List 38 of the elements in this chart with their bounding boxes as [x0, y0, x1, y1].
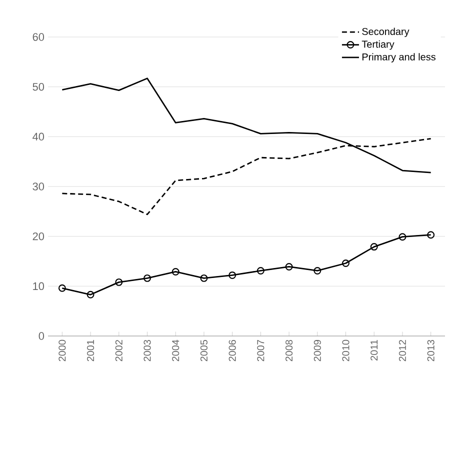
legend-label: Secondary — [362, 28, 410, 38]
y-tick-label: 60 — [32, 33, 44, 41]
x-tick-label: 2004 — [172, 340, 180, 362]
x-tick-label: 2000 — [58, 340, 66, 362]
x-tick-label: 2007 — [257, 340, 264, 362]
y-tick-label: 10 — [33, 282, 44, 290]
x-tick-label: 2009 — [314, 340, 321, 362]
point — [172, 268, 180, 276]
x-tick-label: 2010 — [342, 340, 350, 362]
y-tick-label: 40 — [32, 132, 44, 141]
point — [427, 231, 435, 239]
point — [228, 271, 236, 279]
point — [342, 260, 350, 267]
x-tick-label: 2013 — [427, 340, 434, 362]
x-tick-label: 2001 — [87, 340, 94, 362]
point — [144, 274, 151, 282]
y-tick-label: 20 — [32, 232, 44, 240]
point — [115, 278, 123, 286]
x-tick-label: 2005 — [200, 340, 208, 362]
point — [86, 290, 94, 298]
point — [370, 243, 378, 251]
x-tick-label: 2006 — [228, 340, 236, 362]
y-tick-label: 50 — [32, 82, 44, 91]
point — [200, 274, 208, 282]
x-tick-label: 2011 — [370, 340, 378, 360]
x-tick-label: 2003 — [144, 340, 151, 362]
x-tick-label: 2012 — [398, 340, 406, 362]
x-tick-label: 2008 — [286, 340, 293, 362]
point — [58, 284, 66, 292]
point — [256, 266, 264, 274]
legend-label: Tertiary — [362, 40, 394, 50]
point — [398, 233, 406, 241]
x-tick-label: 2002 — [115, 340, 122, 362]
legend-label: Primary and less — [362, 53, 436, 62]
y-tick-label: 30 — [32, 182, 44, 190]
y-tick-label: 0 — [38, 332, 44, 340]
point — [285, 262, 293, 270]
point — [314, 266, 322, 274]
